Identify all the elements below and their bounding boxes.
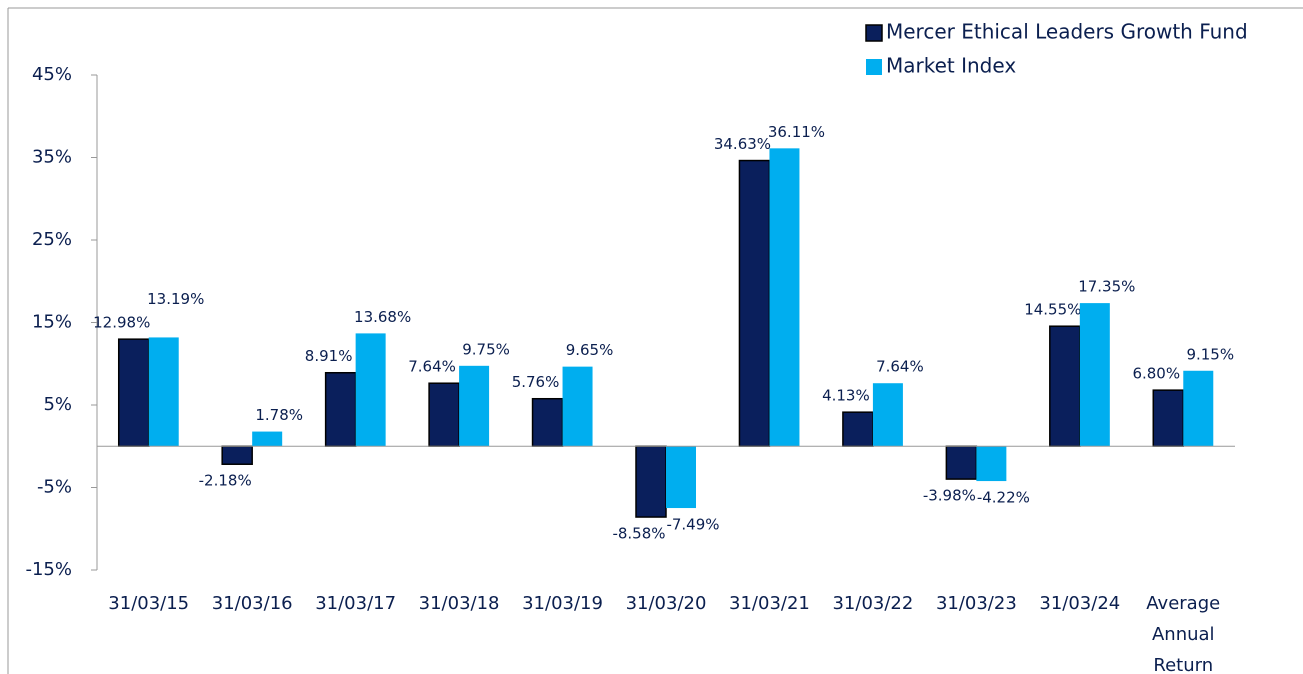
x-tick-label-box: 31/03/16	[211, 593, 293, 614]
value-label: 5.76%	[512, 373, 560, 391]
x-tick-label-box: Average Annual Return	[1146, 593, 1221, 674]
value-label: 34.63%	[714, 135, 771, 153]
bar	[769, 148, 800, 447]
y-tick-label: 45%	[32, 64, 72, 85]
value-label: -8.58%	[612, 525, 665, 543]
x-tick-label-box: 31/03/21	[729, 593, 810, 614]
bar	[562, 366, 593, 447]
bar	[666, 446, 696, 509]
y-tick-label: -15%	[25, 559, 72, 580]
bar	[1183, 370, 1214, 447]
x-tick-label: 31/03/24	[1039, 593, 1121, 614]
value-label: 4.13%	[822, 387, 870, 405]
value-label: 9.75%	[462, 340, 510, 358]
bar	[355, 333, 386, 447]
x-tick-label: Average Annual Return	[1146, 593, 1221, 674]
value-label: 14.55%	[1024, 301, 1081, 319]
legend-swatch	[865, 24, 883, 42]
value-label: 8.91%	[305, 347, 353, 365]
bar	[252, 431, 283, 447]
x-tick-label-box: 31/03/18	[418, 593, 500, 614]
x-tick-label-box: 31/03/20	[625, 593, 707, 614]
value-label: 13.68%	[354, 308, 411, 326]
legend-label: Mercer Ethical Leaders Growth Fund	[886, 20, 1248, 44]
x-tick-label: 31/03/16	[211, 593, 293, 614]
x-tick-label-box: 31/03/22	[832, 593, 914, 614]
y-tick-label: -5%	[37, 477, 72, 498]
bar	[459, 365, 490, 447]
x-tick-label-box: 31/03/19	[522, 593, 603, 614]
bar	[148, 337, 179, 447]
legend-label: Market Index	[886, 54, 1016, 78]
value-label: -4.22%	[977, 489, 1030, 507]
bar	[635, 445, 667, 518]
value-label: 12.98%	[93, 314, 150, 332]
x-tick-label: 31/03/15	[108, 593, 190, 614]
bar	[872, 383, 903, 447]
y-tick-label: 15%	[32, 312, 72, 333]
y-tick-label: 5%	[43, 394, 72, 415]
x-tick-label-box: 31/03/17	[315, 593, 397, 614]
value-label: -2.18%	[199, 472, 252, 490]
bar	[1152, 389, 1185, 447]
x-tick-label-box: 31/03/24	[1039, 593, 1121, 614]
bar	[976, 446, 1007, 482]
y-tick-label: 35%	[32, 147, 72, 168]
x-tick-label-box: 31/03/15	[108, 593, 190, 614]
bar	[428, 382, 460, 447]
value-label: 6.80%	[1132, 365, 1180, 383]
value-label: 1.78%	[255, 406, 303, 424]
x-tick-label: 31/03/18	[418, 593, 500, 614]
value-label: 7.64%	[876, 358, 924, 376]
value-label: 7.64%	[408, 358, 456, 376]
bar	[1079, 303, 1110, 447]
bar	[221, 445, 253, 465]
bar	[738, 159, 771, 448]
bar	[531, 397, 564, 448]
y-tick-label: 25%	[32, 229, 72, 250]
value-label: 9.65%	[566, 341, 614, 359]
value-label: -7.49%	[666, 516, 719, 534]
x-tick-label-box: 31/03/23	[935, 593, 1017, 614]
bar	[117, 338, 150, 448]
x-tick-label: 31/03/19	[522, 593, 603, 614]
bar	[1049, 325, 1081, 447]
x-tick-label: 31/03/17	[315, 593, 397, 614]
value-label: 36.11%	[768, 123, 825, 141]
value-label: 13.19%	[147, 290, 204, 308]
value-label: 17.35%	[1078, 278, 1135, 296]
value-label: -3.98%	[923, 487, 976, 505]
bar	[945, 445, 978, 480]
bar	[324, 371, 357, 447]
x-tick-label: 31/03/22	[832, 593, 914, 614]
x-tick-label: 31/03/23	[935, 593, 1017, 614]
x-tick-label: 31/03/20	[625, 593, 707, 614]
legend-swatch	[866, 59, 882, 75]
bar	[842, 411, 874, 447]
value-label: 9.15%	[1186, 345, 1234, 363]
x-tick-label: 31/03/21	[729, 593, 810, 614]
